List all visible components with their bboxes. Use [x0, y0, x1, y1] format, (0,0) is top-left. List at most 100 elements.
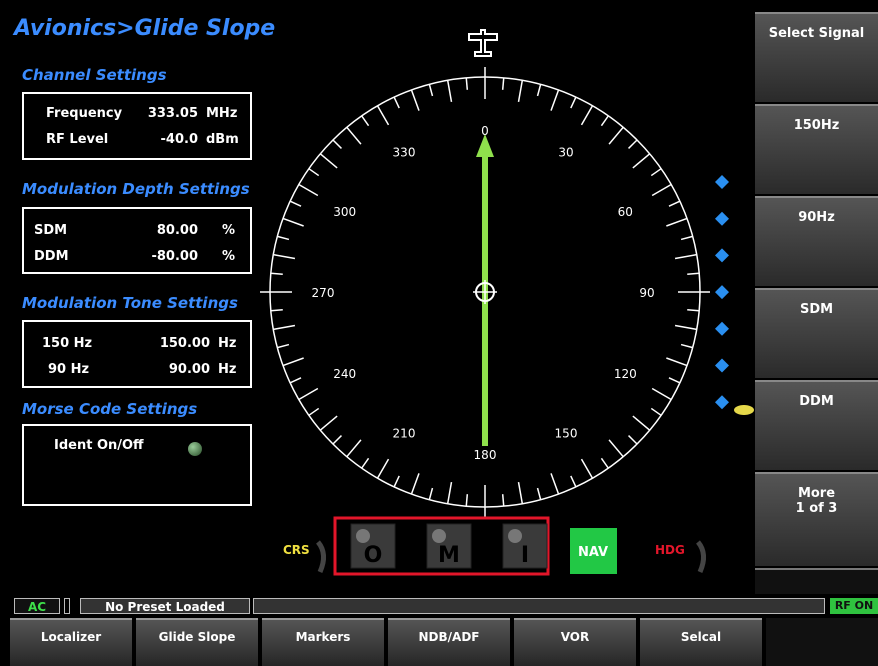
preset-status: No Preset Loaded	[80, 598, 250, 614]
compass-tick	[376, 458, 390, 479]
button-label: Select Signal	[768, 26, 865, 41]
section-title: Morse Code Settings	[22, 400, 198, 418]
value: 80.00	[156, 223, 198, 238]
side-button[interactable]: More 1 of 3	[755, 472, 878, 566]
section-title: Channel Settings	[22, 66, 167, 84]
tab-button[interactable]: Localizer	[10, 618, 132, 666]
compass-tick	[277, 235, 290, 241]
compass-tick	[536, 487, 542, 500]
needle-head	[476, 134, 494, 157]
compass-tick	[668, 377, 681, 384]
unit: MHz	[206, 106, 238, 121]
compass-tick	[651, 183, 672, 197]
hdg-knob[interactable]	[695, 540, 706, 574]
hdg-label: HDG	[655, 543, 685, 557]
tab-button[interactable]: Selcal	[640, 618, 762, 666]
compass-tick	[332, 139, 342, 149]
glide-pointer	[734, 405, 754, 415]
compass-tick	[628, 435, 638, 445]
deviation-dot	[715, 248, 729, 263]
lamp-glare	[356, 529, 370, 543]
compass-label: 270	[312, 286, 335, 300]
compass-tick	[319, 415, 338, 431]
button-sublabel: 1 of 3	[795, 501, 838, 516]
compass-tick	[277, 343, 290, 349]
button-label: DDM	[799, 394, 834, 409]
side-button[interactable]: DDM	[755, 380, 878, 470]
ident-led[interactable]	[188, 442, 202, 456]
compass-tick	[674, 324, 697, 331]
tab-button[interactable]: Glide Slope	[136, 618, 258, 666]
compass-tick	[298, 387, 319, 401]
unit: %	[222, 249, 236, 264]
button-label: 90Hz	[798, 210, 835, 225]
side-button[interactable]: SDM	[755, 288, 878, 378]
compass-tick	[536, 84, 542, 97]
deviation-dot	[715, 175, 729, 189]
compass-tick	[410, 473, 420, 495]
depth-box[interactable]: SDM 80.00% DDM -80.00%	[22, 207, 252, 274]
compass-tick	[570, 96, 577, 109]
compass-tick	[332, 435, 342, 445]
compass-tick	[319, 153, 338, 169]
morse-box[interactable]: Ident On/Off	[22, 424, 252, 506]
label: RF Level	[46, 132, 109, 147]
status-cell	[64, 598, 70, 614]
deviation-dot	[715, 285, 729, 300]
compass-tick	[517, 80, 524, 103]
crs-label: CRS	[283, 543, 310, 557]
tone-box[interactable]: 150 Hz 150.00 Hz 90 Hz 90.00 Hz	[22, 320, 252, 388]
value: 150.00	[159, 336, 210, 351]
compass-tick	[680, 343, 693, 349]
deviation-dot	[715, 358, 729, 373]
channel-box[interactable]: Frequency 333.05 MHz RF Level -40.0 dBm	[22, 92, 252, 160]
tab-button[interactable]: VOR	[514, 618, 636, 666]
compass-tick	[428, 487, 434, 500]
side-button[interactable]: Select Signal	[755, 12, 878, 102]
compass-tick	[632, 153, 651, 169]
compass-label: 300	[333, 205, 356, 219]
lamp-glare	[508, 529, 522, 543]
value: 90.00	[168, 362, 210, 377]
compass-tick	[666, 357, 688, 367]
compass-tick	[346, 126, 362, 145]
compass-tick	[393, 96, 400, 109]
deviation-scale	[715, 175, 729, 410]
value: -80.00	[151, 249, 198, 264]
compass-tick	[308, 168, 320, 177]
compass-tick	[580, 105, 594, 126]
side-button[interactable]: 90Hz	[755, 196, 878, 286]
compass-tick	[570, 475, 577, 488]
compass-label: 90	[639, 286, 654, 300]
compass-label: 180	[474, 448, 497, 462]
marker-label: I	[521, 543, 529, 568]
compass-tick	[628, 139, 638, 149]
compass-tick	[668, 200, 681, 207]
label: Ident On/Off	[54, 438, 144, 453]
center-cross-lines	[473, 280, 497, 304]
unit: Hz	[218, 362, 237, 377]
compass-tick	[608, 439, 624, 458]
compass-label: 330	[393, 146, 416, 160]
value: -40.0	[160, 132, 198, 147]
compass-tick	[410, 89, 420, 111]
unit: %	[222, 223, 236, 238]
hsi-display: CRS NAV HDG 0 30 60 90 120 150 180 210 240 270 300…	[260, 29, 754, 576]
value: 333.05	[147, 106, 198, 121]
compass-tick	[270, 308, 283, 312]
compass-tick	[289, 200, 302, 207]
ac-indicator: AC	[14, 598, 60, 614]
tab-button[interactable]: NDB/ADF	[388, 618, 510, 666]
tab-button[interactable]: Markers	[262, 618, 384, 666]
compass-tick	[517, 481, 524, 504]
compass-tick	[428, 84, 434, 97]
rf-indicator: RF ON	[830, 598, 878, 614]
compass-tick	[446, 481, 453, 504]
compass-tick	[501, 77, 505, 90]
side-button[interactable]: 150Hz	[755, 104, 878, 194]
compass-tick	[650, 168, 662, 177]
crs-knob[interactable]	[315, 540, 326, 574]
deviation-dot	[715, 211, 729, 226]
compass-tick	[580, 458, 594, 479]
lamp-glare	[432, 529, 446, 543]
